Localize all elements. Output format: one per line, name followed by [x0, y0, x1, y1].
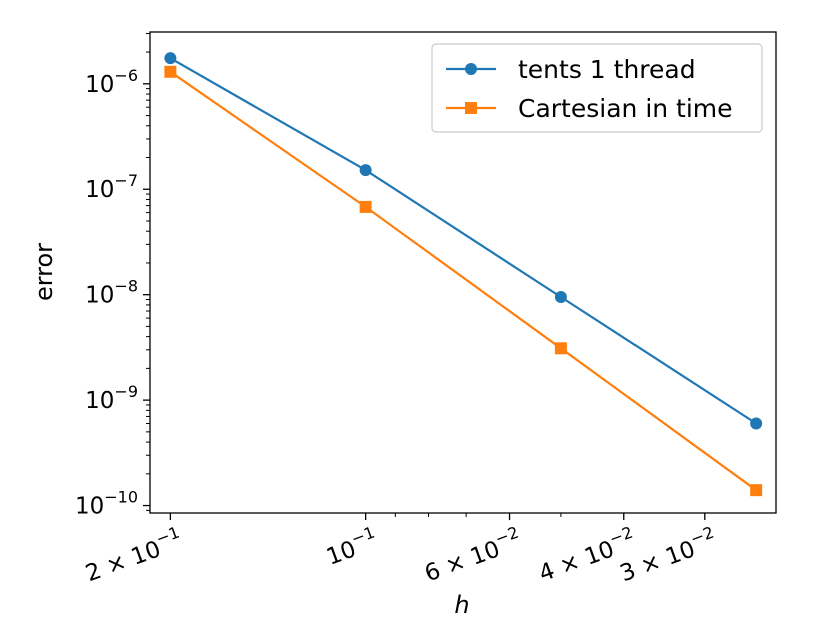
legend-marker-tents [465, 63, 477, 75]
y-tick-label: 10−8 [85, 277, 138, 309]
y-tick-exponent: −6 [114, 66, 138, 85]
data-point-square [750, 484, 763, 497]
series-line-1 [169, 70, 757, 492]
y-tick-mantissa: 10 [85, 283, 114, 309]
y-axis-title: error [30, 243, 58, 301]
y-tick-mantissa: 10 [85, 388, 114, 414]
series-line-0 [169, 57, 757, 425]
x-axis-title: h [454, 591, 469, 619]
legend: tents 1 thread Cartesian in time [431, 43, 763, 133]
y-tick-mantissa: 10 [85, 177, 114, 203]
legend-marker-cartesian [465, 102, 477, 114]
y-tick-exponent: −10 [104, 488, 138, 507]
data-point-circle [554, 291, 567, 304]
y-tick-label: 10−10 [75, 488, 138, 520]
legend-label-tents: tents 1 thread [518, 55, 696, 84]
legend-label-cartesian: Cartesian in time [518, 94, 733, 123]
y-tick-label: 10−6 [85, 66, 138, 98]
data-point-circle [164, 52, 177, 65]
data-point-circle [750, 417, 763, 430]
data-point-square [554, 342, 567, 355]
y-tick-label: 10−7 [85, 171, 138, 203]
data-point-square [164, 65, 177, 78]
plot-frame [149, 31, 777, 514]
y-tick-exponent: −7 [114, 171, 138, 190]
data-point-circle [359, 164, 372, 177]
series-layer [164, 52, 763, 497]
y-tick-mantissa: 10 [75, 494, 104, 520]
legend-box [431, 43, 763, 133]
y-tick-exponent: −9 [114, 382, 138, 401]
y-axis-ticks: 10−610−710−810−910−10 [75, 33, 150, 520]
data-point-square [359, 200, 372, 213]
y-tick-label: 10−9 [85, 382, 138, 414]
y-tick-exponent: −8 [114, 277, 138, 296]
y-tick-mantissa: 10 [85, 72, 114, 98]
